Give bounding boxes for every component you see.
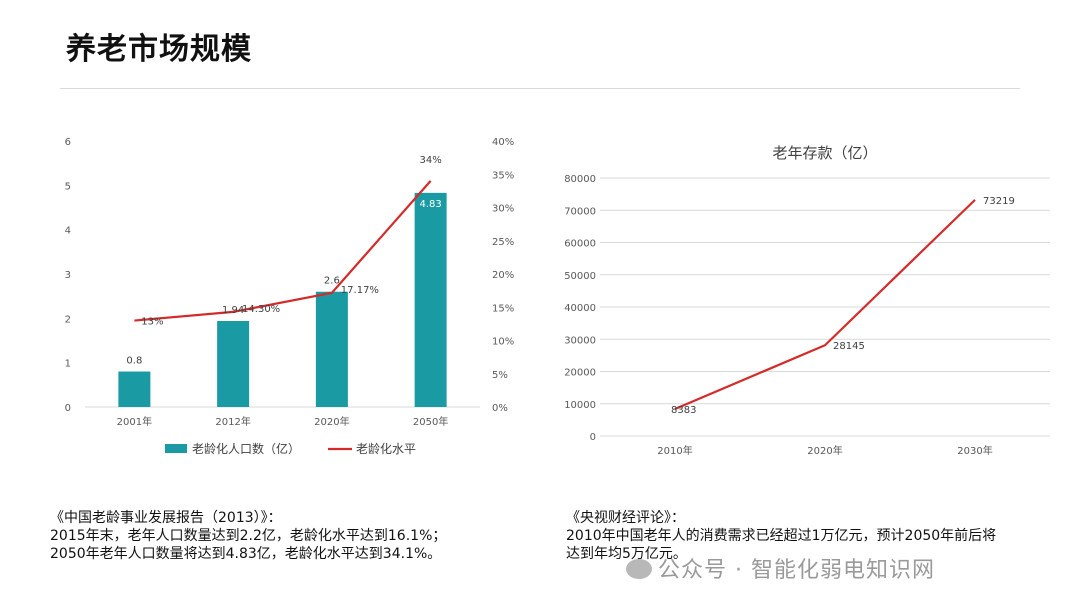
left-note: 《中国老龄事业发展报告（2013）》： 2015年末，老年人口数量达到2.2亿，…	[50, 509, 530, 563]
y-right-tick-label: 0%	[492, 403, 508, 414]
line-data-label: 17.17%	[341, 285, 379, 296]
y-tick-label: 80000	[564, 174, 596, 185]
bar	[217, 320, 250, 407]
line-data-label: 14.30%	[242, 304, 280, 315]
bar-data-label: 0.8	[126, 356, 142, 367]
line-data-label: 13%	[141, 317, 163, 328]
line-series-aging-rate	[134, 180, 432, 322]
y-tick-label: 10000	[564, 400, 596, 411]
bar	[414, 192, 447, 407]
wechat-icon	[626, 559, 652, 579]
x-tick-label: 2030年	[957, 444, 992, 457]
right-note-line: 2010年中国老年人的消费需求已经超过1万亿元，预计2050年前后将	[566, 528, 997, 544]
line-data-label: 34%	[420, 155, 442, 166]
y-tick-label: 40000	[564, 303, 596, 314]
left-note-line: 2050年老年人口数量将达到4.83亿，老龄化水平达到34.1%。	[50, 546, 442, 562]
y-right-tick-label: 30%	[492, 204, 514, 215]
bar-data-label: 2.6	[324, 276, 340, 287]
bar	[315, 291, 348, 407]
left-note-line: 《中国老龄事业发展报告（2013）》：	[50, 510, 282, 526]
x-tick-label: 2020年	[807, 444, 842, 457]
y-right-tick-label: 20%	[492, 270, 514, 281]
y-right-tick-label: 25%	[492, 237, 514, 248]
y-right-tick-label: 35%	[492, 170, 514, 181]
line-data-label: 73219	[983, 196, 1015, 207]
y-left-tick-label: 1	[65, 359, 71, 370]
watermark-text: 公众号 · 智能化弱电知识网	[658, 558, 935, 583]
y-left-tick-label: 4	[65, 226, 71, 237]
legend-swatch-bar	[165, 444, 187, 453]
chart-title: 老年存款（亿）	[772, 144, 877, 162]
elderly-population-chart: 0 1 2 3 4 5 6 0% 5% 10% 15% 20% 25% 30% 35% 40% 2001年 201…	[65, 137, 515, 456]
legend-label: 老龄化人口数（亿）	[192, 441, 300, 456]
line-data-label: 8383	[671, 405, 696, 416]
y-left-tick-label: 6	[65, 137, 71, 148]
line-data-label: 28145	[833, 341, 865, 352]
right-note-line: 达到年均5万亿元。	[566, 546, 687, 562]
y-right-tick-label: 15%	[492, 303, 514, 314]
bar	[118, 371, 151, 407]
x-tick-label: 2012年	[215, 415, 250, 428]
right-note-line: 《央视财经评论》：	[566, 510, 685, 526]
y-left-tick-label: 2	[65, 314, 71, 325]
y-tick-label: 60000	[564, 239, 596, 250]
page-title: 养老市场规模	[66, 32, 252, 67]
x-tick-label: 2050年	[413, 415, 448, 428]
y-tick-label: 70000	[564, 206, 596, 217]
y-tick-label: 20000	[564, 368, 596, 379]
y-tick-label: 30000	[564, 335, 596, 346]
y-right-tick-label: 40%	[492, 137, 514, 148]
y-left-tick-label: 0	[65, 403, 71, 414]
line-series-savings	[674, 199, 976, 410]
y-right-tick-label: 5%	[492, 370, 508, 381]
bar-data-label: 1.94	[222, 305, 244, 316]
y-tick-label: 50000	[564, 271, 596, 282]
x-tick-label: 2010年	[657, 444, 692, 457]
y-right-tick-label: 10%	[492, 337, 514, 348]
bar-data-label: 4.83	[419, 199, 441, 210]
y-tick-label: 0	[590, 432, 596, 443]
x-tick-label: 2020年	[314, 415, 349, 428]
y-left-tick-label: 5	[65, 181, 71, 192]
legend-label: 老龄化水平	[356, 442, 416, 456]
x-tick-label: 2001年	[117, 415, 152, 428]
title-divider	[60, 88, 1020, 89]
elderly-savings-chart: 老年存款（亿） 0 10000 20000 30000 40000 50000 60000 70…	[564, 144, 1050, 457]
right-note: 《央视财经评论》： 2010年中国老年人的消费需求已经超过1万亿元，预计2050…	[566, 509, 1046, 563]
left-note-line: 2015年末，老年人口数量达到2.2亿，老龄化水平达到16.1%；	[50, 528, 447, 544]
watermark: 公众号 · 智能化弱电知识网	[626, 552, 935, 584]
y-left-tick-label: 3	[65, 270, 71, 281]
